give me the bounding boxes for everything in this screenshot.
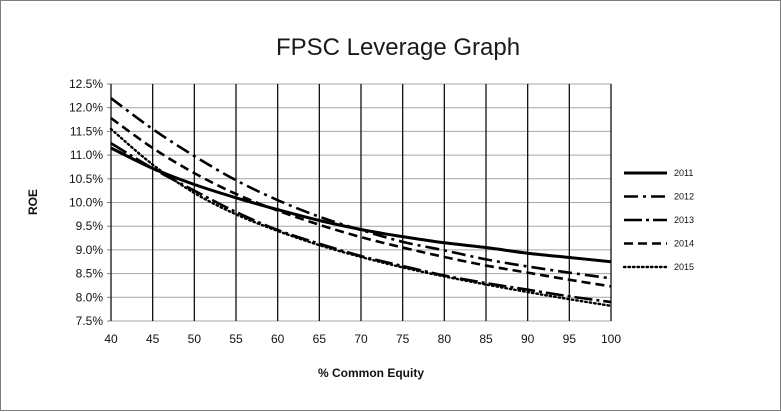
y-tick-label: 12.5% bbox=[69, 77, 103, 91]
x-tick-label: 40 bbox=[104, 332, 118, 346]
y-tick-label: 10.5% bbox=[69, 172, 103, 186]
y-tick-label: 7.5% bbox=[76, 314, 104, 328]
series-lines bbox=[109, 97, 613, 308]
y-axis-title: ROE bbox=[26, 189, 40, 215]
x-tick-label: 80 bbox=[438, 332, 452, 346]
series-line-2014 bbox=[110, 117, 612, 288]
x-tick-label: 100 bbox=[601, 332, 621, 346]
grid bbox=[107, 83, 612, 322]
legend-label: 2015 bbox=[674, 262, 694, 272]
y-tick-label: 8.5% bbox=[76, 267, 104, 281]
x-tick-label: 60 bbox=[271, 332, 285, 346]
x-tick-label: 90 bbox=[521, 332, 535, 346]
x-tick-label: 45 bbox=[146, 332, 160, 346]
y-tick-label: 11.5% bbox=[70, 124, 103, 138]
legend-label: 2011 bbox=[674, 168, 693, 178]
y-tick-label: 9.5% bbox=[76, 219, 104, 233]
y-tick-label: 8.0% bbox=[76, 290, 104, 304]
chart-title: FPSC Leverage Graph bbox=[276, 34, 520, 61]
series-line-2011 bbox=[110, 146, 612, 264]
legend: 2011 2012 2013 2014 2015 bbox=[622, 168, 694, 272]
y-tick-label: 12.0% bbox=[69, 101, 103, 115]
x-tick-label: 75 bbox=[396, 332, 410, 346]
x-tick-label: 50 bbox=[188, 332, 202, 346]
x-tick-label: 85 bbox=[479, 332, 493, 346]
x-tick-label: 70 bbox=[354, 332, 368, 346]
legend-label: 2013 bbox=[674, 215, 694, 225]
series-line-2012 bbox=[110, 97, 612, 280]
x-tick-label: 65 bbox=[313, 332, 327, 346]
x-tick-label: 55 bbox=[229, 332, 243, 346]
y-tick-label: 9.0% bbox=[76, 243, 104, 257]
series-line-2015 bbox=[109, 127, 613, 308]
legend-label: 2014 bbox=[674, 239, 694, 249]
y-tick-label: 10.0% bbox=[69, 196, 103, 210]
legend-label: 2012 bbox=[674, 192, 694, 202]
x-axis-title: % Common Equity bbox=[318, 366, 424, 380]
x-tick-label: 95 bbox=[563, 332, 577, 346]
y-tick-label: 11.0% bbox=[70, 148, 103, 162]
tick-labels: 7.5% 8.0% 8.5% 9.0% 9.5% 10.0% 10.5% 11.0% 11.5%… bbox=[69, 77, 621, 346]
